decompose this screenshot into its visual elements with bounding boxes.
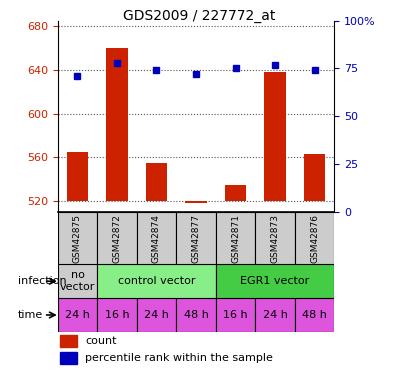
Bar xyxy=(185,201,207,203)
Bar xyxy=(216,298,255,332)
Bar xyxy=(216,212,255,264)
Bar xyxy=(66,152,88,201)
Text: no
vector: no vector xyxy=(60,270,95,292)
Text: GSM42877: GSM42877 xyxy=(191,214,201,262)
Bar xyxy=(295,212,334,264)
Bar xyxy=(60,335,77,347)
Text: GSM42874: GSM42874 xyxy=(152,214,161,262)
Bar xyxy=(255,212,295,264)
Text: infection: infection xyxy=(18,276,66,286)
Bar xyxy=(97,298,137,332)
Text: GSM42875: GSM42875 xyxy=(73,214,82,262)
Bar xyxy=(176,298,216,332)
Text: GSM42876: GSM42876 xyxy=(310,214,319,262)
Bar xyxy=(255,298,295,332)
Text: control vector: control vector xyxy=(118,276,195,286)
Bar xyxy=(60,352,77,364)
Text: 16 h: 16 h xyxy=(105,310,129,320)
Text: GSM42872: GSM42872 xyxy=(113,214,121,262)
Text: count: count xyxy=(85,336,117,346)
Bar xyxy=(106,48,128,201)
Text: 48 h: 48 h xyxy=(183,310,209,320)
Text: EGR1 vector: EGR1 vector xyxy=(240,276,310,286)
Text: 24 h: 24 h xyxy=(65,310,90,320)
Bar xyxy=(146,163,168,201)
Text: GSM42871: GSM42871 xyxy=(231,214,240,262)
Text: GSM42873: GSM42873 xyxy=(271,214,279,262)
Text: time: time xyxy=(18,310,43,320)
Bar xyxy=(224,184,246,201)
Text: GDS2009 / 227772_at: GDS2009 / 227772_at xyxy=(123,9,275,23)
Bar xyxy=(58,298,97,332)
Text: 48 h: 48 h xyxy=(302,310,327,320)
Bar xyxy=(97,212,137,264)
Bar xyxy=(58,264,97,298)
Bar xyxy=(97,264,216,298)
Bar xyxy=(58,212,97,264)
Bar xyxy=(304,154,326,201)
Text: 16 h: 16 h xyxy=(223,310,248,320)
Bar xyxy=(137,212,176,264)
Bar xyxy=(264,72,286,201)
Text: 24 h: 24 h xyxy=(263,310,287,320)
Bar xyxy=(137,298,176,332)
Bar xyxy=(295,298,334,332)
Text: percentile rank within the sample: percentile rank within the sample xyxy=(85,353,273,363)
Text: 24 h: 24 h xyxy=(144,310,169,320)
Bar xyxy=(176,212,216,264)
Bar xyxy=(216,264,334,298)
